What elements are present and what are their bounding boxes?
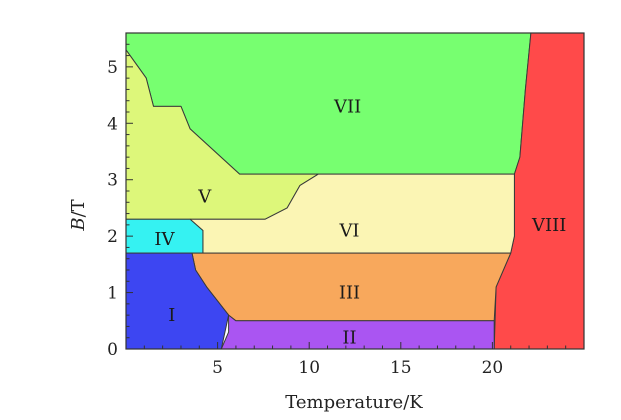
x-tick-label: 20 bbox=[482, 358, 504, 378]
y-axis-title: B/T bbox=[68, 199, 89, 231]
x-axis-title: Temperature/K bbox=[285, 392, 423, 413]
x-tick-label: 5 bbox=[212, 358, 223, 378]
y-tick-label: 1 bbox=[107, 284, 118, 304]
y-axis-title-unit: /T bbox=[68, 199, 89, 217]
region-label-vi: VI bbox=[338, 221, 359, 242]
y-tick-label: 3 bbox=[107, 171, 118, 191]
y-tick-label: 4 bbox=[107, 114, 118, 134]
region-label-v: V bbox=[197, 187, 212, 208]
y-axis: 0 1 2 3 4 5 bbox=[107, 43, 133, 360]
x-tick-label: 15 bbox=[390, 358, 412, 378]
y-axis-title-symbol: B bbox=[68, 217, 89, 231]
region-label-iv: IV bbox=[154, 229, 175, 250]
x-axis: 5 10 15 20 bbox=[143, 342, 567, 378]
y-tick-label: 5 bbox=[107, 58, 118, 78]
region-label-iii: III bbox=[339, 283, 360, 304]
region-label-viii: VIII bbox=[531, 215, 566, 236]
x-tick-label: 10 bbox=[298, 358, 320, 378]
region-label-i: I bbox=[168, 305, 175, 326]
phase-regions bbox=[125, 32, 585, 350]
y-tick-label: 0 bbox=[107, 340, 118, 360]
region-label-ii: II bbox=[342, 328, 356, 349]
y-tick-label: 2 bbox=[107, 227, 118, 247]
region-label-vii: VII bbox=[333, 96, 361, 117]
